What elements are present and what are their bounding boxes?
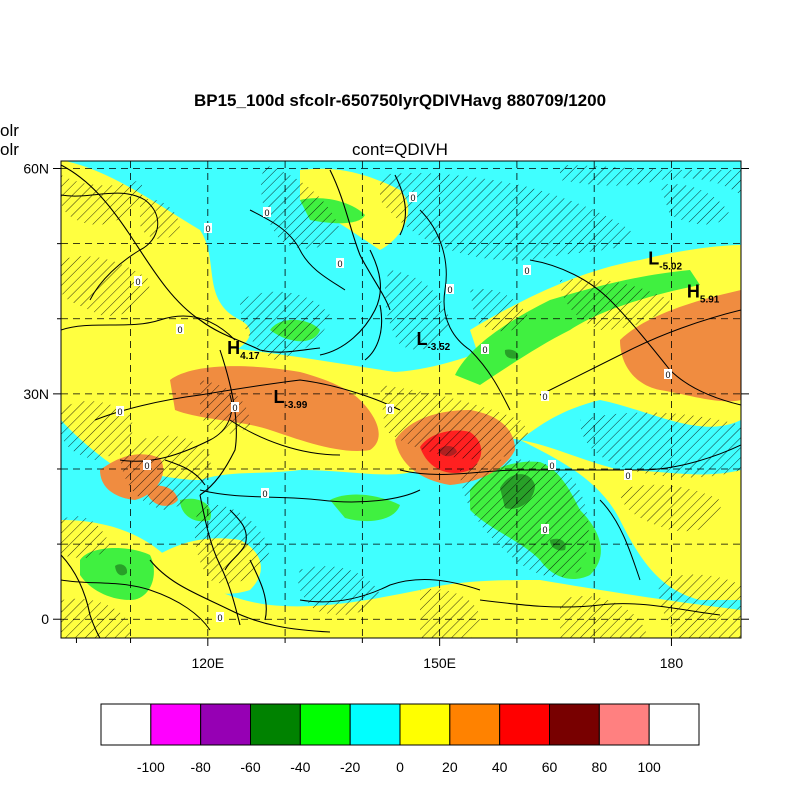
left-label-top: olr <box>0 121 19 140</box>
colorbar-label: 20 <box>442 759 458 775</box>
colorbar-label: -80 <box>191 759 211 775</box>
contour-label: 0 <box>542 392 547 402</box>
contour-label: 0 <box>264 208 269 218</box>
contour-label: 0 <box>625 471 630 481</box>
hatched-areas <box>61 165 741 638</box>
colorbar-swatch <box>349 703 401 746</box>
colorbar-swatch <box>549 703 600 746</box>
colorbar-swatch <box>200 703 252 746</box>
contour-label: 0 <box>410 193 415 203</box>
colorbar: -100 -80 -60 -40 -20 0 20 40 60 80 100 <box>100 703 700 775</box>
colorbar-swatch <box>250 703 301 746</box>
contour-label: 0 <box>665 370 670 380</box>
colorbar-label: 40 <box>492 759 508 775</box>
colorbar-swatch <box>648 703 700 746</box>
high-marker: H4.17 <box>227 338 260 362</box>
lon-tick-label: 180 <box>660 655 684 671</box>
contour-label: 0 <box>205 224 210 234</box>
colorbar-label: 60 <box>542 759 558 775</box>
lat-tick-label: 60N <box>23 161 49 177</box>
contour-label-bg <box>134 276 142 286</box>
lat-tick-label: 0 <box>41 611 49 627</box>
colorbar-label: -60 <box>240 759 260 775</box>
colorbar-label: -40 <box>290 759 310 775</box>
contour-label-bg <box>664 369 672 379</box>
colorbar-label: -100 <box>137 759 165 775</box>
colorbar-swatch <box>100 703 152 746</box>
contour-labels: 0 0 0 0 0 0 0 0 0 0 0 0 0 0 0 0 0 0 0 0 <box>116 192 672 623</box>
lon-tick-label: 120E <box>191 655 224 671</box>
contour-label-bg <box>541 391 549 401</box>
colorbar-label: 80 <box>592 759 608 775</box>
plot-area: 0 0 0 0 0 0 0 0 0 0 0 0 0 0 0 0 0 0 0 0 H4.17 L-3.99 L-3.52 L-… <box>61 161 741 638</box>
contour-label-bg <box>116 406 124 416</box>
figure-title: BP15_100d sfcolr-650750lyrQDIVHavg 88070… <box>194 91 606 110</box>
contour-label: 0 <box>387 405 392 415</box>
contour-label: 0 <box>262 489 267 499</box>
contour-label-bg <box>409 192 417 202</box>
colorbar-swatch <box>598 703 650 746</box>
coastlines <box>61 164 406 638</box>
high-marker: H5.91 <box>687 282 720 306</box>
contour-label: 0 <box>549 461 554 471</box>
lat-tick-label: 30N <box>23 386 49 402</box>
contour-label-bg <box>204 223 212 233</box>
contour-label-bg <box>446 284 454 294</box>
axis-ticks: 60N 30N 0 120E 150E 180 <box>23 161 749 671</box>
contour-label: 0 <box>482 345 487 355</box>
contour-label: 0 <box>447 285 452 295</box>
colorbar-swatch <box>499 703 550 746</box>
contour-label-bg <box>336 258 344 268</box>
contour-label-bg <box>386 404 394 414</box>
contour-label-bg <box>481 344 489 354</box>
contour-label: 0 <box>524 266 529 276</box>
colorbar-label: -20 <box>340 759 360 775</box>
contour-label: 0 <box>144 461 149 471</box>
grid-lines <box>61 161 741 638</box>
contour-label-bg <box>176 324 184 334</box>
left-label-bottom: olr <box>0 140 19 159</box>
contour-label: 0 <box>177 325 182 335</box>
qdivh-contours <box>61 192 741 631</box>
plot-frame <box>60 160 742 639</box>
colorbar-swatch <box>150 703 202 746</box>
figure-subtitle: cont=QDIVH <box>352 140 448 159</box>
contour-label: 0 <box>337 259 342 269</box>
contour-label-bg <box>143 460 151 470</box>
contour-label: 0 <box>135 277 140 287</box>
low-marker: L-3.99 <box>274 387 308 411</box>
low-marker: L-5.02 <box>648 249 682 273</box>
contour-label: 0 <box>117 407 122 417</box>
contour-label-bg <box>216 612 224 622</box>
lon-tick-label: 150E <box>423 655 456 671</box>
contour-label: 0 <box>542 525 547 535</box>
contour-label: 0 <box>232 403 237 413</box>
colorbar-swatch <box>299 703 351 746</box>
colorbar-swatch <box>399 703 451 746</box>
low-marker: L-3.52 <box>416 329 450 353</box>
contour-label-bg <box>541 524 549 534</box>
contour-label-bg <box>523 265 531 275</box>
contour-label-bg <box>624 470 632 480</box>
contour-label: 0 <box>217 613 222 623</box>
contour-label-bg <box>263 207 271 217</box>
colorbar-label: 0 <box>396 759 404 775</box>
colorbar-swatch <box>449 703 501 746</box>
colorbar-label: 100 <box>637 759 661 775</box>
contour-label-bg <box>231 402 239 412</box>
contour-label-bg <box>261 488 269 498</box>
contour-label-bg <box>548 460 556 470</box>
